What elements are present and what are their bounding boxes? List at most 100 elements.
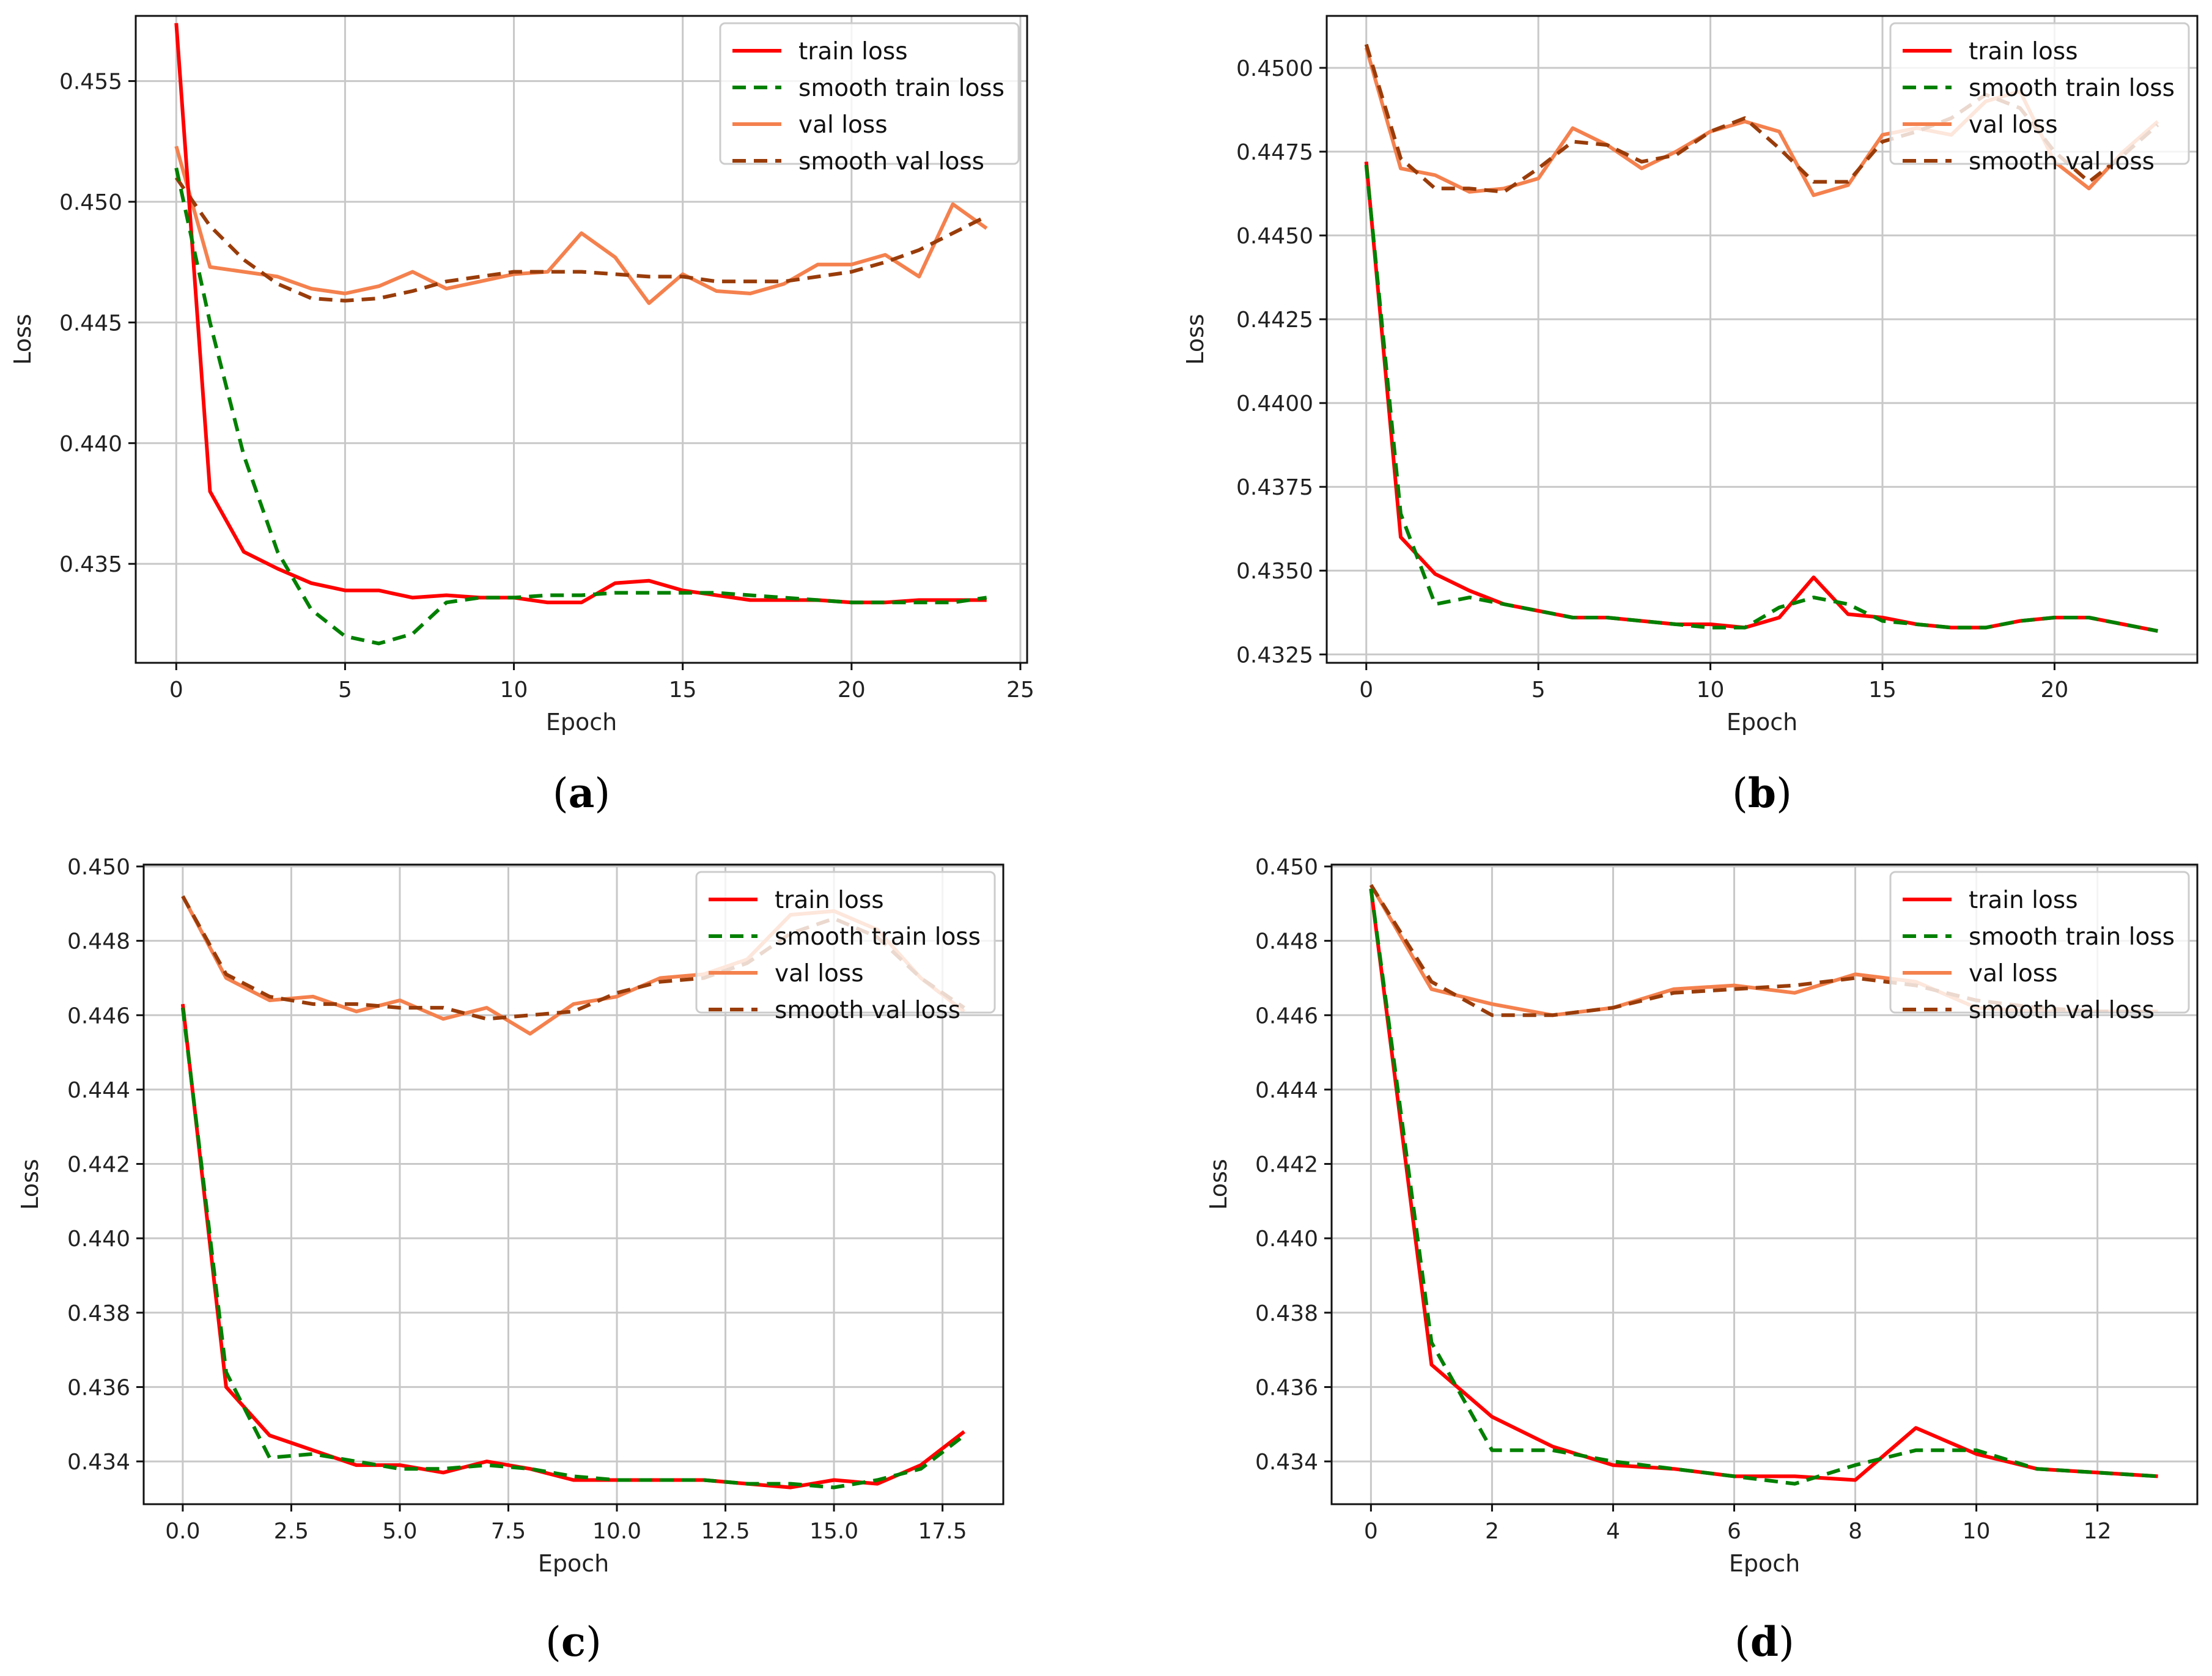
y-tick-label: 0.4500 <box>1236 56 1313 81</box>
series-line-smooth-val-loss <box>1369 884 2158 1017</box>
y-tick-label: 0.435 <box>59 552 122 577</box>
y-tick-label: 0.445 <box>59 311 122 336</box>
y-tick-label: 0.4375 <box>1236 475 1313 500</box>
legend-label: train loss <box>1969 38 2078 65</box>
legend-label: smooth train loss <box>798 75 1005 102</box>
series-line-smooth-train-loss <box>174 168 987 646</box>
y-axis-label: Loss <box>9 314 36 364</box>
x-tick-label: 0 <box>169 677 183 703</box>
x-tick-label: 10 <box>1697 677 1725 703</box>
legend-box <box>1889 22 2190 165</box>
y-tick-label: 0.440 <box>67 1227 130 1252</box>
y-tick-label: 0.4400 <box>1236 391 1313 416</box>
plot-frame <box>1325 15 2199 664</box>
legend-label: val loss <box>798 111 888 139</box>
legend: train loss smooth train loss val loss smoot… <box>1889 22 2190 175</box>
x-axis-label: Epoch <box>1729 1550 1800 1577</box>
legend: train loss smooth train loss val loss smoot… <box>719 22 1020 175</box>
legend-box <box>695 871 996 1014</box>
x-tick-label: 15.0 <box>809 1519 858 1544</box>
x-tick-label: 25 <box>1006 677 1034 703</box>
y-tick-label: 0.440 <box>59 432 122 457</box>
y-tick-label: 0.436 <box>67 1375 130 1400</box>
x-tick-label: 10.0 <box>592 1519 641 1544</box>
series-line-val-loss <box>174 146 988 305</box>
x-tick-label: 5 <box>338 677 352 703</box>
y-tick-label: 0.446 <box>67 1003 130 1028</box>
x-tick-label: 7.5 <box>491 1519 526 1544</box>
legend-label: smooth val loss <box>1969 997 2155 1024</box>
x-axis-label: Epoch <box>546 709 617 736</box>
legend-label: train loss <box>775 887 884 914</box>
x-tick-label: 0 <box>1359 677 1373 703</box>
x-axis-label: Epoch <box>538 1550 609 1577</box>
y-tick-label: 0.444 <box>67 1078 130 1103</box>
x-tick-label: 0.0 <box>165 1519 200 1544</box>
y-tick-label: 0.438 <box>67 1301 130 1326</box>
legend-label: train loss <box>1969 887 2078 914</box>
x-tick-label: 0 <box>1364 1519 1378 1544</box>
chart-panel-d: 0 2 4 6 8 10 12 0.434 0.436 0.438 0.440 0.442 0.444 0… <box>1205 855 2199 1666</box>
y-tick-label: 0.448 <box>67 929 130 954</box>
y-tick-label: 0.4350 <box>1236 559 1313 584</box>
y-tick-label: 0.442 <box>67 1153 130 1178</box>
y-axis-label: Loss <box>1205 1159 1232 1209</box>
x-tick-label: 5 <box>1532 677 1546 703</box>
chart-panel-b: 0 5 10 15 20 0.4325 0.4350 0.4375 0.4400 0.4425 0.… <box>1182 15 2199 817</box>
y-tick-label: 0.434 <box>67 1450 130 1475</box>
x-tick-label: 6 <box>1727 1519 1741 1544</box>
y-tick-label: 0.455 <box>59 70 122 95</box>
caption-letter: c <box>561 1618 586 1666</box>
legend-label: train loss <box>798 38 908 65</box>
x-tick-label: 15 <box>669 677 697 703</box>
caption-letter: d <box>1750 1618 1779 1666</box>
x-tick-label: 2 <box>1485 1519 1499 1544</box>
series-line-train-loss <box>1364 161 2158 633</box>
x-tick-label: 15 <box>1868 677 1897 703</box>
legend-box <box>1889 871 2190 1014</box>
plot-frame <box>135 15 1028 664</box>
legend-label: val loss <box>1969 960 2058 988</box>
y-tick-label: 0.440 <box>1255 1227 1318 1252</box>
x-tick-label: 20 <box>2041 677 2069 703</box>
y-tick-label: 0.434 <box>1255 1450 1318 1475</box>
legend-label: smooth train loss <box>775 923 981 951</box>
y-tick-label: 0.442 <box>1255 1153 1318 1178</box>
legend: train loss smooth train loss val loss smoot… <box>1889 871 2190 1024</box>
plot-frame <box>142 863 1005 1505</box>
y-tick-label: 0.4325 <box>1236 643 1313 668</box>
series-line-smooth-train-loss <box>1364 164 2158 633</box>
x-tick-label: 2.5 <box>274 1519 309 1544</box>
x-tick-label: 12 <box>2084 1519 2112 1544</box>
series-line-smooth-val-loss <box>174 176 988 303</box>
y-tick-label: 0.450 <box>67 855 130 880</box>
panel-caption: (a) <box>553 769 610 817</box>
y-tick-label: 0.448 <box>1255 929 1318 954</box>
legend: train loss smooth train loss val loss smoot… <box>695 871 996 1024</box>
chart-panel-c: 0.0 2.5 5.0 7.5 10.0 12.5 15.0 17.5 0.434 0.436 0.… <box>17 855 1005 1666</box>
y-tick-label: 0.4450 <box>1236 224 1313 249</box>
chart-panel-a: 0 5 10 15 20 25 0.435 0.440 0.445 0.450 0.455 Epoch… <box>9 15 1034 817</box>
x-tick-label: 10 <box>500 677 528 703</box>
x-tick-label: 20 <box>838 677 866 703</box>
legend-label: smooth train loss <box>1969 923 2175 951</box>
legend-box <box>719 22 1020 165</box>
panel-caption: (d) <box>1735 1618 1794 1666</box>
y-tick-label: 0.4475 <box>1236 140 1313 165</box>
series-line-smooth-train-loss <box>180 1007 965 1490</box>
legend-label: smooth train loss <box>1969 75 2175 102</box>
series-line-smooth-val-loss <box>181 895 965 1021</box>
series-line-smooth-train-loss <box>1369 888 2158 1486</box>
legend-label: val loss <box>775 960 864 988</box>
panel-caption: (b) <box>1732 769 1792 817</box>
x-tick-label: 8 <box>1848 1519 1862 1544</box>
panel-caption: (c) <box>545 1618 602 1666</box>
y-tick-label: 0.450 <box>1255 855 1318 880</box>
y-tick-label: 0.436 <box>1255 1375 1318 1400</box>
y-tick-label: 0.438 <box>1255 1301 1318 1326</box>
x-tick-label: 10 <box>1963 1519 1991 1544</box>
caption-letter: b <box>1748 769 1776 817</box>
x-tick-label: 4 <box>1606 1519 1620 1544</box>
y-tick-label: 0.450 <box>59 190 122 215</box>
